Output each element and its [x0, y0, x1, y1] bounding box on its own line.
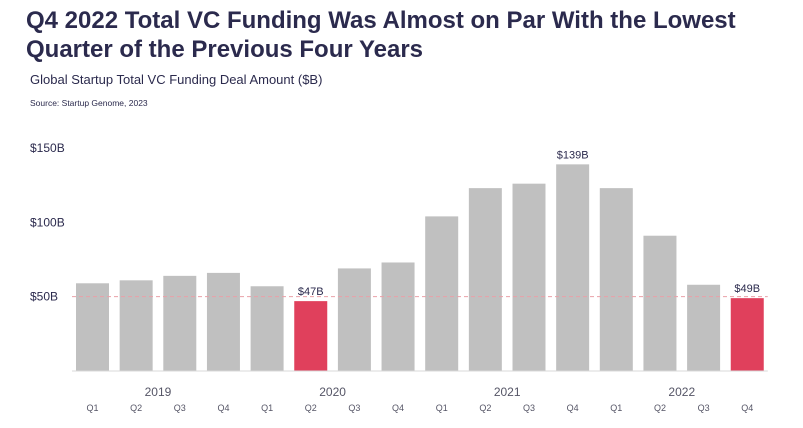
- x-tick-label: Q4: [392, 403, 404, 413]
- bar: [206, 272, 240, 371]
- chart-title: Q4 2022 Total VC Funding Was Almost on P…: [26, 7, 736, 63]
- y-tick-label: $50B: [30, 290, 58, 304]
- x-tick-label: Q3: [523, 403, 535, 413]
- x-tick-label: Q4: [567, 403, 579, 413]
- year-label: 2019: [145, 385, 172, 399]
- bar: [381, 262, 415, 371]
- data-label: $139B: [557, 149, 589, 161]
- bar: [76, 283, 109, 371]
- y-tick-label: $100B: [30, 215, 65, 229]
- year-label: 2020: [319, 385, 346, 399]
- x-tick-label: Q1: [261, 403, 273, 413]
- year-label: 2022: [668, 385, 695, 399]
- x-tick-label: Q3: [174, 403, 186, 413]
- x-tick-label: Q2: [130, 403, 142, 413]
- y-tick-label: $150B: [30, 141, 65, 155]
- x-tick-label: Q1: [610, 403, 622, 413]
- bar: [599, 188, 633, 371]
- bar: [294, 301, 328, 371]
- bar: [468, 188, 502, 371]
- data-label: $49B: [734, 283, 760, 295]
- data-label: $47B: [298, 286, 324, 298]
- bar: [730, 298, 764, 371]
- x-tick-label: Q4: [741, 403, 753, 413]
- x-tick-label: Q3: [348, 403, 360, 413]
- x-tick-label: Q4: [217, 403, 229, 413]
- bar: [512, 183, 546, 371]
- x-tick-label: Q3: [698, 403, 710, 413]
- bar: [337, 268, 371, 371]
- bar: [556, 164, 590, 371]
- x-tick-label: Q2: [305, 403, 317, 413]
- year-label: 2021: [494, 385, 521, 399]
- bar: [250, 286, 284, 371]
- bar: [643, 235, 677, 371]
- chart-subtitle: Global Startup Total VC Funding Deal Amo…: [30, 72, 323, 87]
- x-tick-label: Q1: [86, 403, 98, 413]
- bar: [687, 284, 721, 371]
- bar: [119, 280, 153, 371]
- bar: [163, 275, 197, 371]
- bar: [425, 216, 459, 371]
- x-tick-label: Q2: [479, 403, 491, 413]
- source-note: Source: Startup Genome, 2023: [30, 98, 148, 108]
- x-tick-label: Q1: [436, 403, 448, 413]
- x-tick-label: Q2: [654, 403, 666, 413]
